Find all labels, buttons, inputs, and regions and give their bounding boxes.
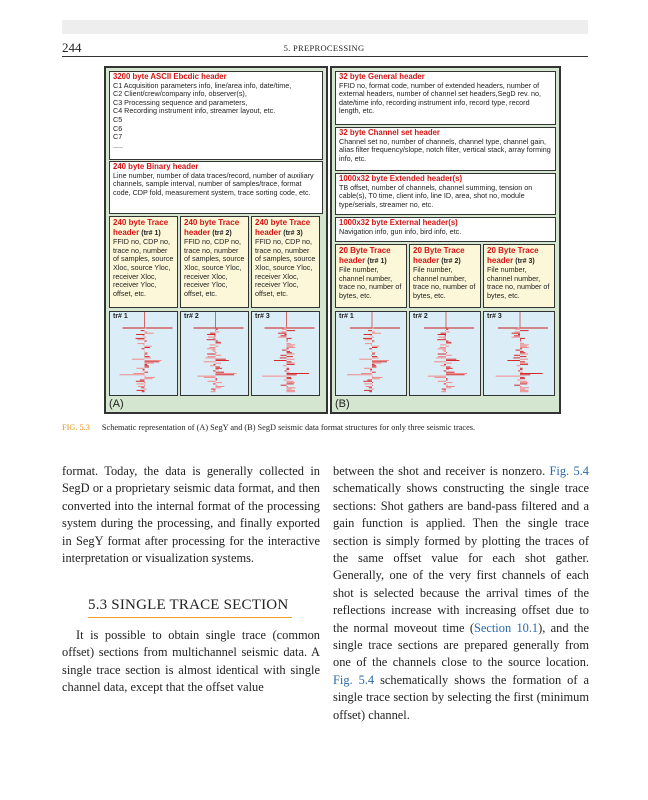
channel-set-header-text: Channel set no, number of channels, chan…	[339, 136, 551, 163]
trace-header-box: 240 byte Trace header (tr# 1) FFID no, CD…	[109, 216, 178, 308]
extended-header-box: 1000x32 byte Extended header(s) TB offse…	[335, 173, 556, 215]
trace-header-box: 240 byte Trace header (tr# 3) FFID no, CD…	[251, 216, 320, 308]
trace-header-box: 20 Byte Trace header (tr# 1) File number,…	[335, 244, 407, 308]
ascii-line: C6	[113, 123, 123, 133]
ascii-header-box: 3200 byte ASCII Ebcdic header C1 Acquisi…	[109, 71, 323, 160]
ascii-line: C3 Processing sequence and parameters,	[113, 97, 248, 107]
extended-header-text: TB offset, number of channels, channel s…	[339, 182, 533, 209]
seismic-wiggle	[495, 312, 548, 393]
right-column: between the shot and receiver is nonzero…	[333, 463, 589, 724]
figure-caption: FIG. 5.3 Schematic representation of (A) …	[62, 423, 475, 432]
trace-header-text: FFID no, CDP no, trace no, number of sam…	[255, 237, 316, 298]
section-heading: 5.3 SINGLE TRACE SECTION	[88, 597, 289, 613]
external-header-title: 1000x32 byte External header(s)	[339, 218, 458, 227]
trace-header-title: 240 byte Trace header	[255, 218, 311, 237]
seismic-wiggle	[119, 312, 173, 393]
section-link[interactable]: Section 10.1	[473, 620, 539, 635]
binary-header-text: Line number, number of data traces/recor…	[113, 170, 314, 197]
paragraph: between the shot and receiver is nonzero…	[333, 463, 589, 724]
trace-header-text: FFID no, CDP no, trace no, number of sam…	[184, 237, 245, 298]
trace-header-text: File number, channel number, trace no, n…	[413, 265, 476, 300]
running-title: 5. PREPROCESSING	[283, 43, 365, 53]
trace-header-title: 20 Byte Trace header	[339, 246, 391, 265]
external-header-text: Navigation info, gun info, bird info, et…	[339, 226, 462, 236]
seismic-trace-box: tr# 1	[335, 311, 407, 396]
trace-label: tr# 1	[339, 313, 354, 320]
panel-segy: 3200 byte ASCII Ebcdic header C1 Acquisi…	[104, 66, 328, 414]
paragraph: format. Today, the data is generally col…	[62, 464, 320, 566]
binary-header-title: 240 byte Binary header	[113, 162, 199, 171]
ascii-line: C5	[113, 114, 123, 124]
section-underline	[88, 617, 292, 618]
caption-label: FIG. 5.3	[62, 423, 90, 432]
trace-header-text: File number, channel number, trace no, n…	[487, 265, 550, 300]
trace-label: tr# 3	[487, 313, 502, 320]
ascii-line: C7	[113, 132, 123, 142]
panel-label: (A)	[109, 398, 124, 410]
page-number: 244	[62, 40, 82, 55]
trace-label: tr# 2	[413, 313, 428, 320]
trace-header-box: 20 Byte Trace header (tr# 2) File number,…	[409, 244, 481, 308]
left-column-para2: It is possible to obtain single trace (c…	[62, 627, 320, 697]
seismic-trace-box: tr# 1	[109, 311, 178, 396]
seismic-wiggle	[193, 312, 244, 393]
trace-label: tr# 1	[113, 313, 128, 320]
text: ), and the single trace sections are pre…	[333, 620, 589, 670]
ascii-line: C4 Recording instrument info, streamer l…	[113, 106, 276, 116]
top-band	[62, 20, 588, 34]
trace-header-title: 240 byte Trace header	[184, 218, 240, 237]
general-header-text: FFID no, format code, number of extended…	[339, 80, 542, 116]
trace-number: (tr# 3)	[515, 257, 535, 265]
trace-number: (tr# 2)	[441, 257, 461, 265]
trace-number: (tr# 2)	[212, 229, 232, 237]
header-rule	[62, 56, 588, 57]
trace-header-title: 240 byte Trace header	[113, 218, 169, 237]
ascii-line: C2 Client/crew/company info, observer(s)…	[113, 89, 247, 99]
ascii-header-title: 3200 byte ASCII Ebcdic header	[113, 72, 227, 81]
left-column-para1: format. Today, the data is generally col…	[62, 463, 320, 567]
trace-label: tr# 2	[184, 313, 199, 320]
seismic-wiggle	[424, 312, 474, 393]
extended-header-title: 1000x32 byte Extended header(s)	[339, 174, 463, 183]
paragraph: It is possible to obtain single trace (c…	[62, 628, 320, 695]
seismic-trace-box: tr# 3	[483, 311, 555, 396]
text: between the shot and receiver is nonzero…	[333, 464, 550, 478]
channel-set-header-title: 32 byte Channel set header	[339, 128, 440, 137]
figure-link[interactable]: Fig. 5.4	[549, 464, 589, 478]
panel-label: (B)	[335, 398, 350, 410]
seismic-trace-box: tr# 2	[409, 311, 481, 396]
seismic-wiggle	[347, 312, 400, 393]
trace-header-text: File number, channel number, trace no, n…	[339, 265, 402, 300]
ascii-line: C1 Acquisition parameters info, line/are…	[113, 80, 292, 90]
trace-header-title: 20 Byte Trace header	[487, 246, 539, 265]
ascii-line: .....	[113, 140, 123, 150]
trace-header-text: FFID no, CDP no, trace no, number of sam…	[113, 237, 174, 298]
caption-text: Schematic representation of (A) SegY and…	[101, 423, 476, 432]
general-header-title: 32 byte General header	[339, 72, 425, 81]
binary-header-box: 240 byte Binary header Line number, numb…	[109, 161, 323, 214]
trace-header-box: 20 Byte Trace header (tr# 3) File number,…	[483, 244, 555, 308]
seismic-wiggle	[262, 312, 315, 393]
trace-number: (tr# 1)	[367, 257, 387, 265]
text: schematically shows constructing the sin…	[333, 481, 589, 635]
trace-number: (tr# 1)	[141, 229, 161, 237]
seismic-trace-box: tr# 2	[180, 311, 249, 396]
trace-header-title: 20 Byte Trace header	[413, 246, 465, 265]
figure-link[interactable]: Fig. 5.4	[333, 672, 375, 687]
text: schematically shows the formation of a s…	[333, 672, 589, 722]
trace-label: tr# 3	[255, 313, 270, 320]
channel-set-header-box: 32 byte Channel set header Channel set n…	[335, 127, 556, 171]
general-header-box: 32 byte General header FFID no, format c…	[335, 71, 556, 125]
trace-header-box: 240 byte Trace header (tr# 2) FFID no, CD…	[180, 216, 249, 308]
seismic-trace-box: tr# 3	[251, 311, 320, 396]
external-header-box: 1000x32 byte External header(s) Navigati…	[335, 217, 556, 242]
panel-segd: 32 byte General header FFID no, format c…	[330, 66, 561, 414]
trace-number: (tr# 3)	[283, 229, 303, 237]
